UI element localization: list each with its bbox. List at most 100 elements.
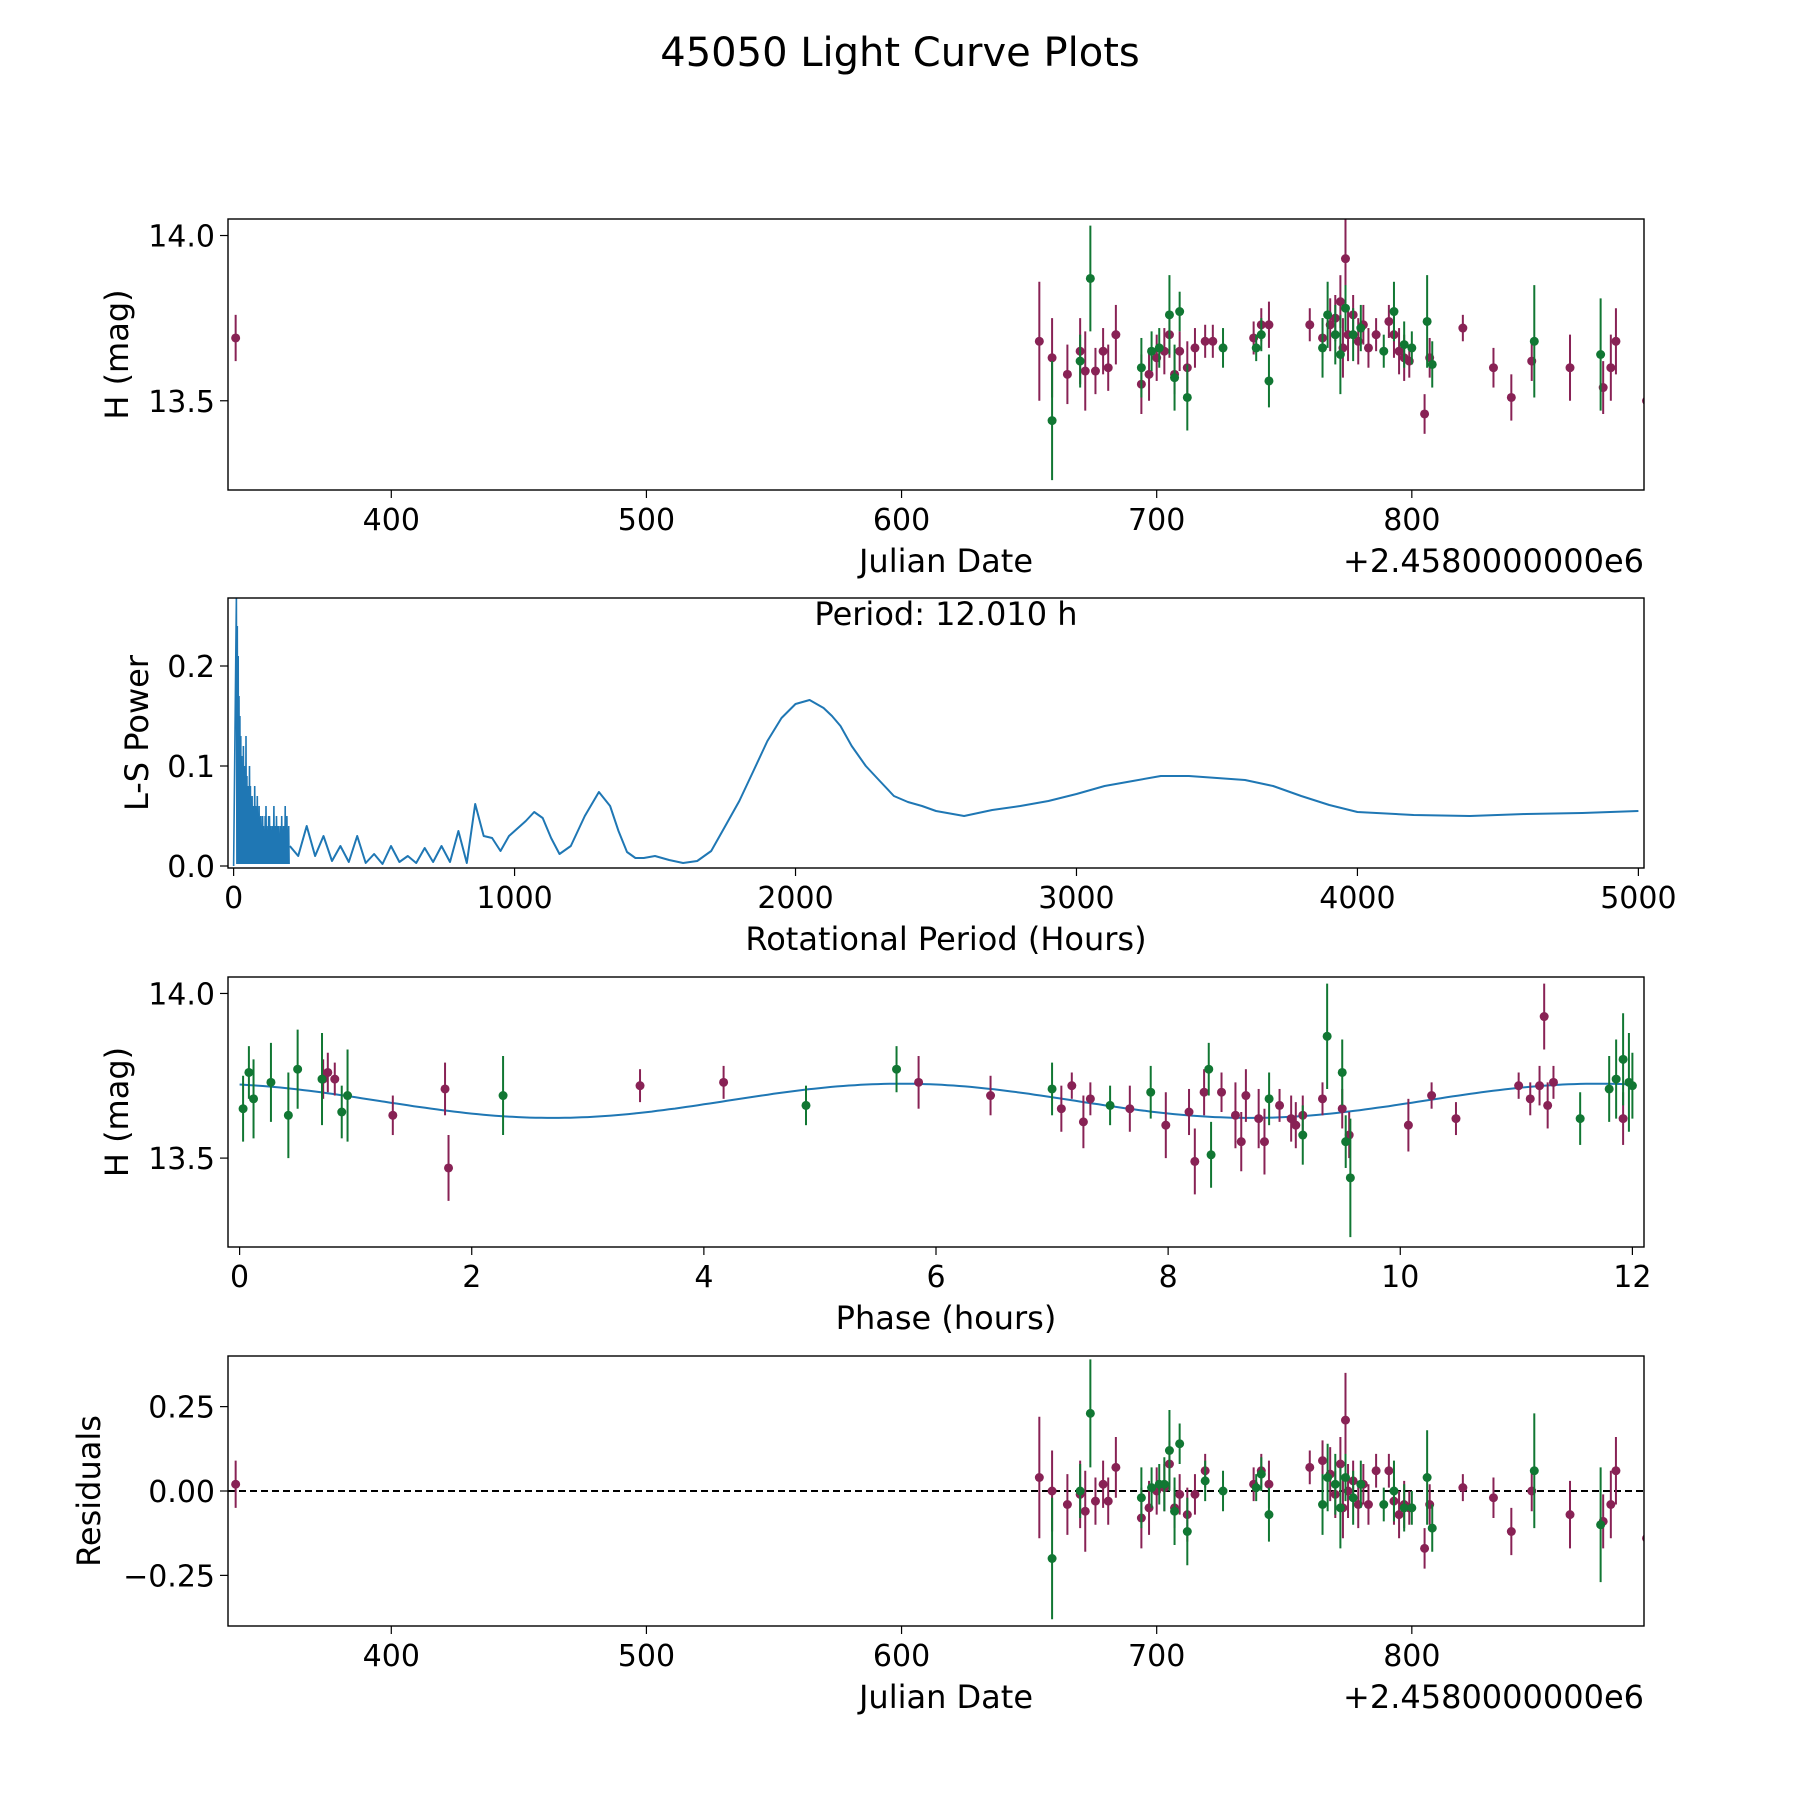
x-offset-label: +2.4580000000e6: [1343, 542, 1644, 580]
y-axis-label: H (mag): [98, 1047, 136, 1177]
green-data-point: [1604, 1084, 1614, 1094]
magenta-data-point: [1506, 1527, 1516, 1536]
magenta-data-point: [914, 1077, 924, 1087]
green-data-point: [1348, 1493, 1358, 1503]
green-data-point: [1170, 1506, 1180, 1516]
green-data-point: [1164, 310, 1174, 320]
x-tick-label: 600: [873, 1639, 930, 1674]
x-tick-label: 12: [1613, 1260, 1651, 1295]
green-data-point: [1085, 273, 1095, 283]
green-data-point: [337, 1107, 347, 1117]
magenta-data-point: [1259, 1137, 1269, 1147]
magenta-data-point: [1047, 353, 1057, 363]
green-data-point: [293, 1064, 303, 1074]
magenta-data-point: [1335, 1459, 1345, 1469]
y-tick-label: 13.5: [148, 1142, 215, 1177]
x-tick-label: 2: [462, 1260, 481, 1295]
green-data-point: [1340, 303, 1350, 313]
y-tick-label: 0.25: [148, 1391, 215, 1426]
green-data-point: [1399, 1503, 1409, 1513]
magenta-data-point: [1286, 1114, 1296, 1124]
light-curve-axes-frame: [227, 218, 1645, 491]
green-data-point: [1389, 1486, 1399, 1496]
magenta-data-point: [1125, 1104, 1135, 1114]
magenta-data-point: [1111, 1462, 1121, 1472]
magenta-data-point: [1344, 1130, 1354, 1140]
magenta-data-point: [1161, 1120, 1171, 1130]
x-tick-label: 4: [694, 1260, 713, 1295]
green-data-point: [1356, 323, 1366, 333]
magenta-data-point: [1190, 1489, 1200, 1499]
x-tick-label: 700: [1128, 1639, 1185, 1674]
residuals-plot-area: [228, 1359, 1644, 1620]
green-data-point: [801, 1100, 811, 1110]
magenta-data-point: [1230, 1110, 1240, 1120]
magenta-data-point: [1618, 1114, 1628, 1124]
magenta-data-point: [1317, 1094, 1327, 1104]
magenta-data-point: [1190, 343, 1200, 353]
magenta-data-point: [1305, 1462, 1315, 1472]
phased-curve-panel: 0 2 4 6 8 10 12 13.5 14.0 Phase (hours) H (mag): [98, 976, 1651, 1337]
magenta-data-point: [1488, 1493, 1498, 1503]
magenta-data-point: [323, 1067, 333, 1077]
magenta-data-point: [231, 333, 241, 343]
phased-curve-axes-frame: [227, 976, 1645, 1248]
x-axis-label: Julian Date: [857, 1678, 1033, 1716]
green-data-point: [1146, 1087, 1156, 1097]
x-offset-label: +2.4580000000e6: [1343, 1678, 1644, 1716]
magenta-data-point: [1078, 1117, 1088, 1127]
y-tick-label: 0.00: [148, 1475, 215, 1510]
green-data-point: [498, 1091, 508, 1101]
green-data-point: [1182, 392, 1192, 402]
light-curve-panel: 400 500 600 700 800 13.5 14.0 Julian Date H (mag…: [98, 218, 1645, 580]
green-data-point: [1335, 1503, 1345, 1513]
green-data-point: [892, 1064, 902, 1074]
magenta-data-point: [1384, 1466, 1394, 1476]
green-data-point: [1218, 343, 1228, 353]
x-tick-label: 700: [1128, 503, 1185, 538]
magenta-data-point: [986, 1091, 996, 1101]
x-tick-label: 3000: [1038, 881, 1114, 916]
green-data-point: [317, 1074, 327, 1084]
magenta-data-point: [1080, 366, 1090, 376]
y-axis-label: L-S Power: [118, 654, 156, 811]
magenta-data-point: [1371, 330, 1381, 340]
magenta-data-point: [1488, 363, 1498, 373]
green-data-point: [1147, 346, 1157, 356]
magenta-data-point: [1200, 336, 1210, 346]
magenta-data-point: [1611, 1466, 1621, 1476]
green-data-point: [1323, 310, 1333, 320]
green-data-point: [283, 1110, 293, 1120]
periodogram-axes-frame: [227, 597, 1645, 869]
x-tick-label: 800: [1383, 503, 1440, 538]
green-data-point: [1075, 356, 1085, 366]
x-axis-label: Julian Date: [857, 542, 1033, 580]
y-tick-label: 14.0: [148, 977, 215, 1012]
magenta-data-point: [1241, 1091, 1251, 1101]
magenta-data-point: [1103, 1496, 1113, 1506]
green-data-point: [1251, 1483, 1261, 1493]
magenta-data-point: [1103, 363, 1113, 373]
green-data-point: [1335, 350, 1345, 359]
green-data-point: [1206, 1150, 1216, 1160]
magenta-data-point: [388, 1110, 398, 1120]
magenta-data-point: [1090, 1496, 1100, 1506]
green-data-point: [1427, 359, 1437, 369]
magenta-data-point: [1264, 320, 1274, 330]
magenta-data-point: [719, 1077, 729, 1087]
magenta-data-point: [1275, 1100, 1285, 1110]
green-data-point: [1256, 330, 1266, 340]
magenta-data-point: [1394, 346, 1404, 356]
magenta-data-point: [1611, 336, 1621, 346]
magenta-data-point: [1535, 1081, 1545, 1091]
green-data-point: [1047, 416, 1057, 426]
magenta-data-point: [1062, 1500, 1072, 1509]
x-tick-label: 500: [618, 503, 675, 538]
green-data-point: [1529, 336, 1539, 346]
magenta-data-point: [1236, 1137, 1246, 1147]
green-data-point: [1575, 1114, 1585, 1124]
magenta-data-point: [1340, 254, 1350, 264]
magenta-data-point: [1062, 369, 1072, 379]
magenta-data-point: [1175, 1489, 1185, 1499]
